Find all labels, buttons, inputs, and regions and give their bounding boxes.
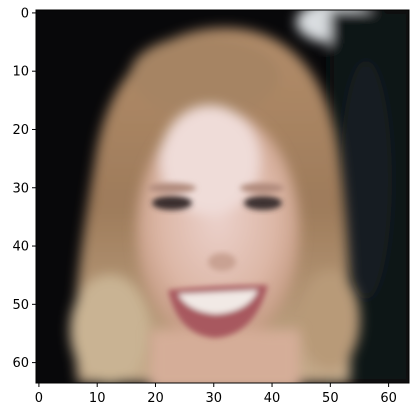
eyes — [148, 183, 284, 210]
x-tick-label: 50 — [322, 391, 339, 406]
x-tick-label: 10 — [89, 391, 106, 406]
y-tick-label: 30 — [12, 181, 29, 196]
face — [136, 105, 300, 383]
y-tick-label: 40 — [12, 240, 29, 255]
y-tick-label: 10 — [12, 65, 29, 80]
y-tick-label: 20 — [12, 123, 29, 138]
portrait-image — [36, 10, 409, 383]
x-tick-label: 60 — [380, 391, 397, 406]
smile — [168, 285, 268, 338]
axes-frame — [35, 9, 410, 384]
y-axis: 0 10 20 30 40 50 60 — [12, 6, 36, 371]
x-tick-label: 20 — [147, 391, 164, 406]
y-tick-label: 60 — [12, 356, 29, 371]
x-tick-label: 0 — [35, 391, 43, 406]
y-tick-label: 50 — [12, 298, 29, 313]
x-tick-label: 40 — [264, 391, 281, 406]
y-tick-label: 0 — [21, 6, 29, 21]
x-axis: 0 10 20 30 40 50 60 — [35, 383, 397, 406]
x-tick-label: 30 — [205, 391, 222, 406]
